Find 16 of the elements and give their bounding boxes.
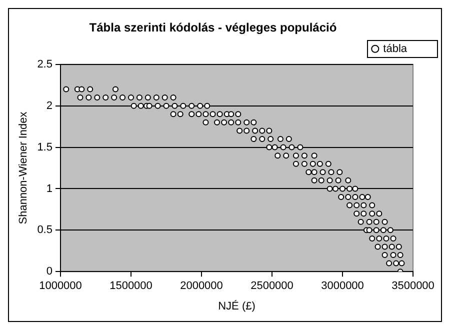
x-tick-label: 3500000 xyxy=(392,280,434,292)
chart-title: Tábla szerinti kódolás - végleges populáció xyxy=(89,20,337,35)
y-tick-label: 1.5 xyxy=(37,141,52,154)
x-tick-label: 1500000 xyxy=(110,280,152,292)
y-axis-title: Shannon-Wiener Index xyxy=(18,111,30,224)
x-tick-label: 3000000 xyxy=(321,280,364,292)
y-tick-label: 2.5 xyxy=(37,58,52,70)
y-tick-label: 2 xyxy=(46,100,52,112)
x-tick-label: 1000000 xyxy=(39,280,82,292)
legend-label: tábla xyxy=(383,42,408,55)
y-tick-label: 0.5 xyxy=(37,224,52,236)
x-tick-label: 2000000 xyxy=(180,280,223,292)
x-axis-title: NJÉ (£) xyxy=(218,299,256,312)
y-tick-label: 0 xyxy=(46,266,52,278)
y-tick-label: 1 xyxy=(46,182,52,195)
x-tick-label: 2500000 xyxy=(250,280,294,292)
